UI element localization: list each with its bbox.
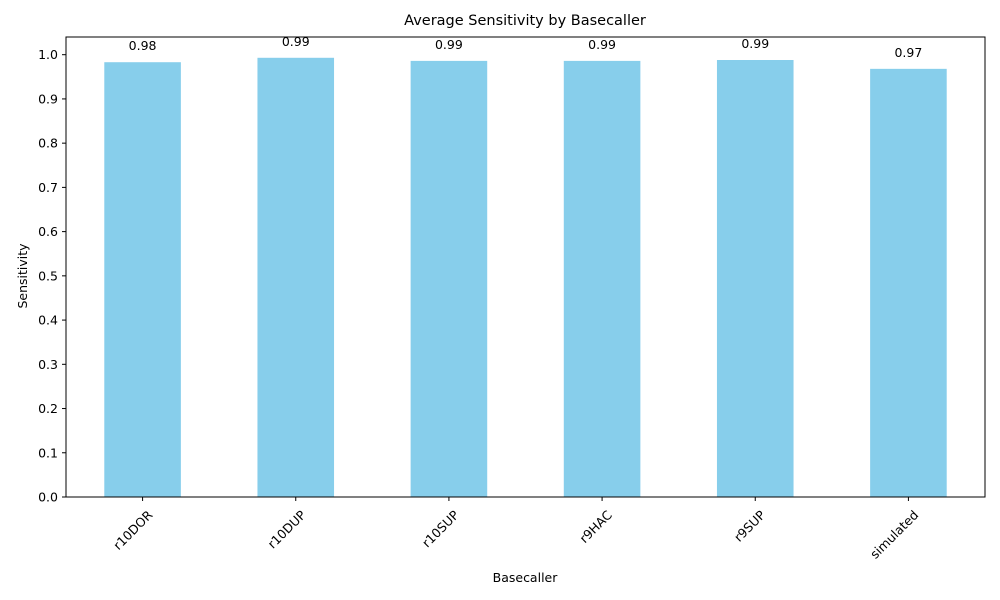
bar-r10SUP <box>410 60 488 498</box>
data-label-r10DOR: 0.98 <box>129 38 157 53</box>
y-tick-label: 0.9 <box>38 91 58 106</box>
x-tick-label-r10DUP: r10DUP <box>265 507 309 551</box>
data-label-r10DUP: 0.99 <box>282 34 310 49</box>
bar-r9SUP <box>716 60 794 497</box>
data-label-r9HAC: 0.99 <box>588 37 616 52</box>
y-tick-label: 0.1 <box>38 445 58 460</box>
y-tick-label: 0.3 <box>38 357 58 372</box>
y-axis: 0.0 0.1 0.2 0.3 0.4 0.5 0.6 0.7 0.8 0.9 1.0 <box>38 47 66 505</box>
x-tick-label-r9SUP: r9SUP <box>731 507 769 545</box>
y-tick-label: 1.0 <box>38 47 58 62</box>
y-axis-label: Sensitivity <box>15 243 30 309</box>
bar-r10DUP <box>257 57 335 498</box>
bar-r10DOR <box>104 62 181 497</box>
bar-simulated <box>870 68 947 497</box>
y-tick-label: 0.2 <box>38 401 58 416</box>
y-tick-label: 0.4 <box>38 313 58 328</box>
bar-r9HAC <box>563 60 641 498</box>
y-tick-label: 0.7 <box>38 180 58 195</box>
x-axis: r10DOR r10DUP r10SUP r9HAC r9SUP simulated <box>110 497 921 562</box>
bars-group <box>104 57 947 498</box>
data-labels-group: 0.98 0.99 0.99 0.99 0.99 0.97 <box>129 34 923 60</box>
x-tick-label-r10SUP: r10SUP <box>419 507 462 550</box>
y-tick-label: 0.8 <box>38 136 58 151</box>
y-tick-label: 0.5 <box>38 268 58 283</box>
data-label-simulated: 0.97 <box>894 45 922 60</box>
x-axis-label: Basecaller <box>493 570 559 585</box>
y-tick-label: 0.0 <box>38 490 58 505</box>
x-tick-label-r10DOR: r10DOR <box>110 507 156 553</box>
x-tick-label-simulated: simulated <box>867 507 921 561</box>
chart-title: Average Sensitivity by Basecaller <box>404 13 646 29</box>
y-tick-label: 0.6 <box>38 224 58 239</box>
plot-frame <box>65 36 986 498</box>
data-label-r9SUP: 0.99 <box>741 36 769 51</box>
data-label-r10SUP: 0.99 <box>435 37 463 52</box>
x-tick-label-r9HAC: r9HAC <box>576 507 615 546</box>
